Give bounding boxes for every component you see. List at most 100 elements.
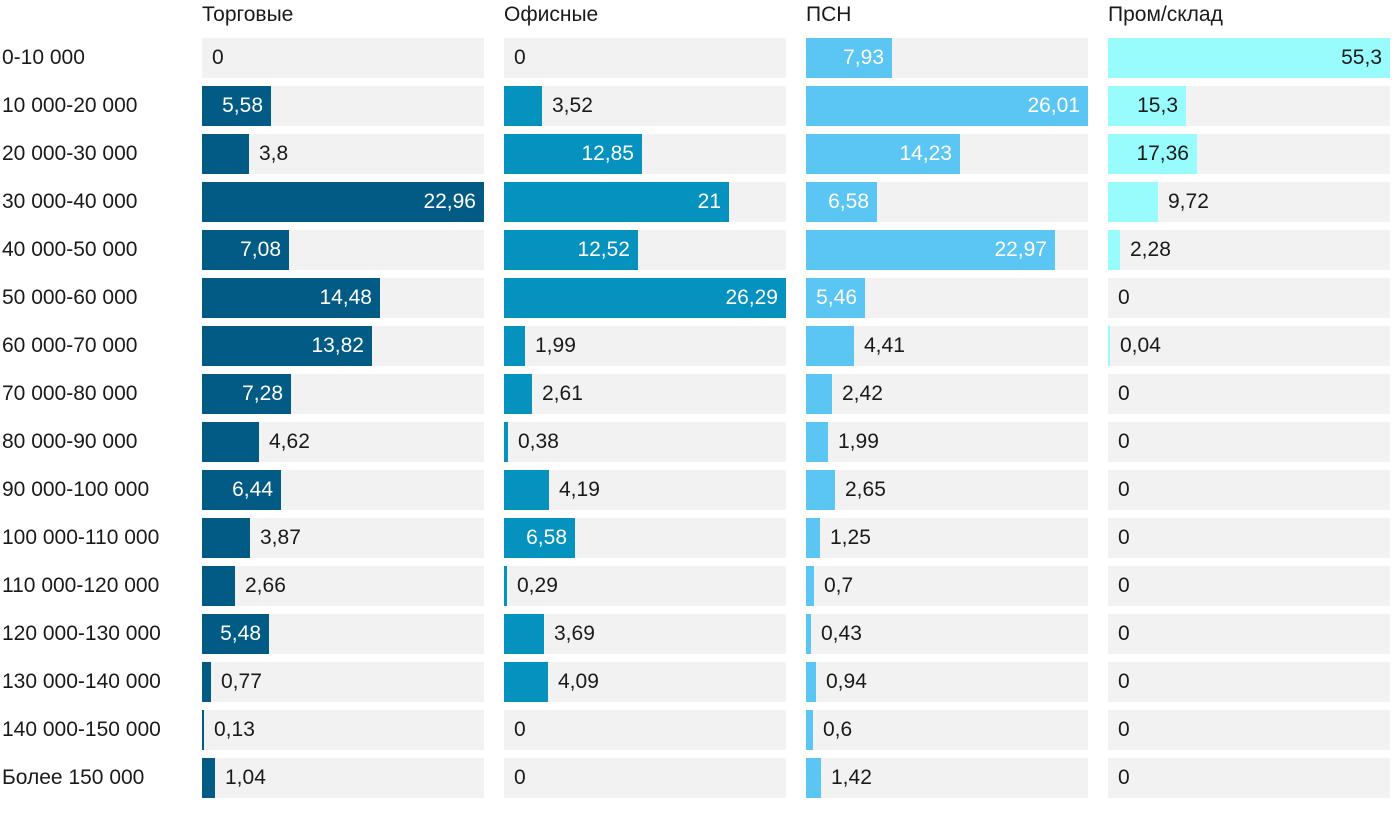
- value-label: 7,08: [240, 238, 281, 261]
- bar: [504, 470, 549, 510]
- value-label: 1,99: [535, 334, 576, 357]
- value-label: 0: [1118, 478, 1130, 501]
- bar: [202, 662, 211, 702]
- bar-track: 0: [1108, 374, 1390, 414]
- value-label: 1,99: [838, 430, 879, 453]
- bar-track: 2,28: [1108, 230, 1390, 270]
- category-label: 90 000-100 000: [2, 478, 150, 501]
- bar: [806, 38, 892, 78]
- category-label: 80 000-90 000: [2, 430, 138, 453]
- category-label: 130 000-140 000: [2, 670, 161, 693]
- category-label: 110 000-120 000: [2, 574, 160, 597]
- value-label: 7,28: [242, 382, 283, 405]
- value-label: 1,25: [830, 526, 871, 549]
- bar: [806, 134, 960, 174]
- value-label: 4,09: [558, 670, 599, 693]
- value-label: 0,94: [826, 670, 867, 693]
- bar: [806, 566, 814, 606]
- bar: [504, 422, 508, 462]
- bar: [806, 182, 877, 222]
- category-label: 20 000-30 000: [2, 142, 138, 165]
- bar-track: 17,36: [1108, 134, 1390, 174]
- bar-track: 26,29: [504, 278, 786, 318]
- category-label: 70 000-80 000: [2, 382, 138, 405]
- bar-track: 55,3: [1108, 38, 1390, 78]
- bar-track: 3,8: [202, 134, 484, 174]
- value-label: 4,41: [864, 334, 905, 357]
- value-label: 3,52: [552, 94, 593, 117]
- bar: [504, 374, 532, 414]
- value-label: 0: [212, 46, 224, 69]
- bar-track: 4,19: [504, 470, 786, 510]
- value-label: 12,52: [577, 238, 630, 261]
- bar-track: 0: [1108, 470, 1390, 510]
- bar-track: 22,97: [806, 230, 1088, 270]
- bar: [806, 614, 811, 654]
- bar: [504, 566, 507, 606]
- bar-track: 22,96: [202, 182, 484, 222]
- bar-track: 3,52: [504, 86, 786, 126]
- bar-track: 6,58: [504, 518, 786, 558]
- value-label: 0,13: [214, 718, 255, 741]
- value-label: 0: [1118, 382, 1130, 405]
- value-label: 3,69: [554, 622, 595, 645]
- bar-track: 4,62: [202, 422, 484, 462]
- bar: [504, 518, 575, 558]
- value-label: 22,97: [994, 238, 1047, 261]
- value-label: 2,66: [245, 574, 286, 597]
- bar-track: 26,01: [806, 86, 1088, 126]
- bar: [202, 614, 269, 654]
- series-header: Пром/склад: [1108, 3, 1223, 26]
- bar-track: 1,25: [806, 518, 1088, 558]
- bar-track: 15,3: [1108, 86, 1390, 126]
- bar-track: 4,09: [504, 662, 786, 702]
- bar-track: 2,42: [806, 374, 1088, 414]
- value-label: 6,58: [526, 526, 567, 549]
- bar-track: 21: [504, 182, 786, 222]
- bar: [504, 662, 548, 702]
- bar: [202, 758, 215, 798]
- bar: [806, 518, 820, 558]
- value-label: 4,19: [559, 478, 600, 501]
- bar-track: 0: [1108, 422, 1390, 462]
- bar: [1108, 326, 1110, 366]
- value-label: 0: [514, 46, 526, 69]
- bar-track: 7,28: [202, 374, 484, 414]
- bar-track: 0: [1108, 662, 1390, 702]
- bar: [504, 230, 638, 270]
- value-label: 1,42: [831, 766, 872, 789]
- bar-track: 1,99: [504, 326, 786, 366]
- bar: [806, 758, 821, 798]
- bar-track: 0,6: [806, 710, 1088, 750]
- bar: [1108, 182, 1158, 222]
- bar: [202, 134, 249, 174]
- value-label: 2,42: [842, 382, 883, 405]
- bar: [202, 422, 259, 462]
- value-label: 26,01: [1027, 94, 1080, 117]
- value-label: 0: [514, 766, 526, 789]
- bar-track: 0,04: [1108, 326, 1390, 366]
- bar-track: 0,38: [504, 422, 786, 462]
- bar-track: 3,69: [504, 614, 786, 654]
- value-label: 13,82: [311, 334, 364, 357]
- value-label: 2,61: [542, 382, 583, 405]
- category-label: 50 000-60 000: [2, 286, 138, 309]
- bar: [202, 278, 380, 318]
- bar: [806, 230, 1055, 270]
- value-label: 5,46: [816, 286, 857, 309]
- category-label: 140 000-150 000: [2, 718, 161, 741]
- value-label: 0,29: [517, 574, 558, 597]
- bar-track: 12,52: [504, 230, 786, 270]
- value-label: 0: [1118, 574, 1130, 597]
- bar: [806, 278, 865, 318]
- bar-track: 0: [1108, 758, 1390, 798]
- bar-track: 0,43: [806, 614, 1088, 654]
- bar-track: 0,29: [504, 566, 786, 606]
- value-label: 0,7: [824, 574, 854, 597]
- value-label: 0,04: [1120, 334, 1161, 357]
- bar: [202, 566, 235, 606]
- category-label: 30 000-40 000: [2, 190, 138, 213]
- bar-track: 13,82: [202, 326, 484, 366]
- category-label: 0-10 000: [2, 46, 85, 69]
